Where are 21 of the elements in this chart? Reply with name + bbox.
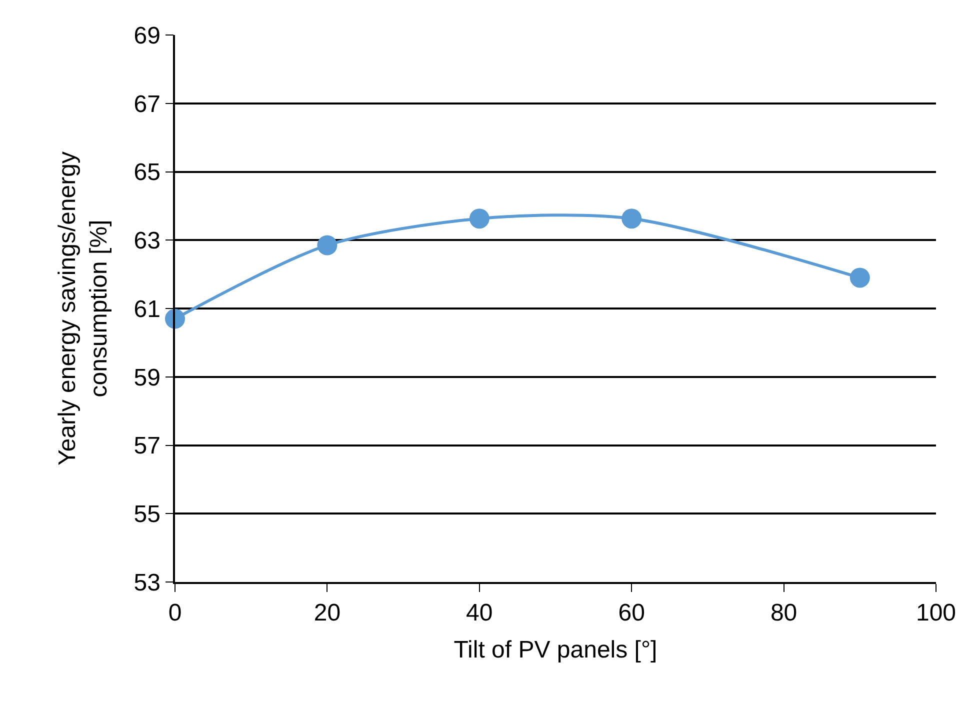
y-tick-label: 65 bbox=[134, 159, 160, 186]
point bbox=[469, 208, 490, 229]
y-tick-label: 63 bbox=[134, 228, 160, 255]
x-tick-label: 80 bbox=[770, 600, 798, 627]
y-tick-label: 67 bbox=[134, 90, 160, 118]
y-tick-label: 59 bbox=[134, 364, 160, 392]
x-tick-label: 0 bbox=[168, 600, 182, 627]
x-tick-label: 20 bbox=[314, 600, 341, 627]
point bbox=[850, 268, 870, 288]
x-tick-label: 40 bbox=[466, 600, 493, 627]
y-axis-title: Yearly energy savings/energy consumption [%] bbox=[54, 152, 112, 466]
point bbox=[622, 208, 642, 229]
point bbox=[317, 235, 338, 256]
x-axis-title: Tilt of PV panels [°] bbox=[454, 636, 658, 664]
y-tick-label: 61 bbox=[134, 296, 160, 323]
y-tick-label: 57 bbox=[134, 432, 160, 460]
x-tick-label: 100 bbox=[916, 600, 956, 627]
y-tick-label: 55 bbox=[134, 501, 160, 528]
x-tick-label: 60 bbox=[618, 600, 645, 627]
y-tick-label: 69 bbox=[134, 22, 160, 50]
y-tick-label: 53 bbox=[134, 569, 160, 596]
